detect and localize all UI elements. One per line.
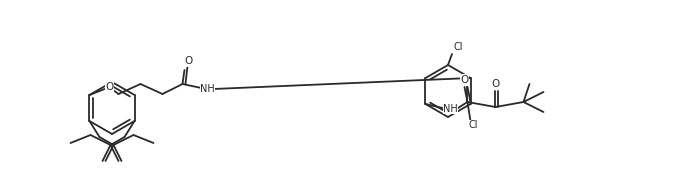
Text: O: O — [461, 75, 468, 85]
Text: NH: NH — [200, 84, 215, 94]
Text: Cl: Cl — [454, 42, 463, 52]
Text: O: O — [491, 79, 500, 89]
Text: O: O — [106, 82, 113, 92]
Text: Cl: Cl — [469, 120, 478, 130]
Text: O: O — [184, 56, 192, 66]
Text: NH: NH — [443, 104, 458, 114]
